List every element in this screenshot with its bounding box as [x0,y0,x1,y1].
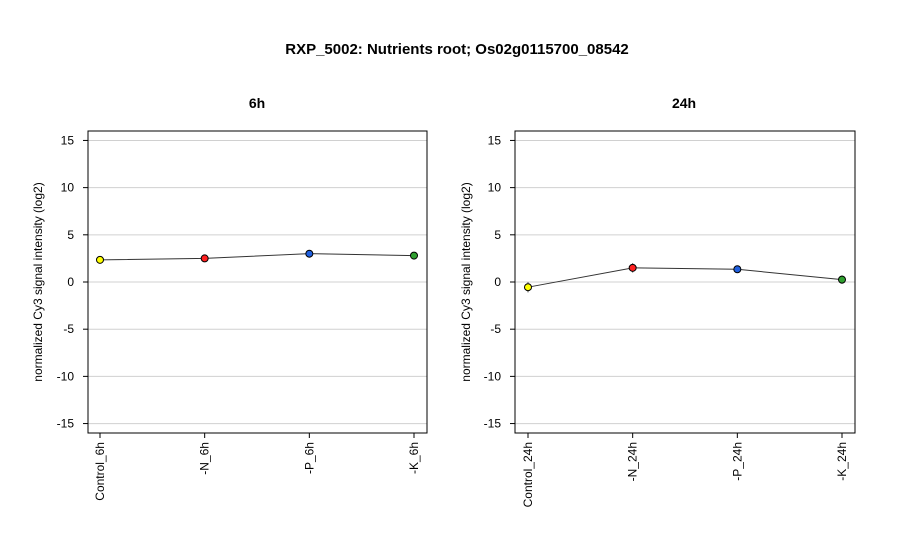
x-tick-label: -K_24h [835,442,849,481]
panel-title: 6h [249,95,265,111]
y-tick-label: 0 [67,275,74,289]
y-tick-label: -15 [484,417,502,431]
x-tick-label: Control_6h [93,442,107,501]
data-point [628,263,637,272]
y-tick-label: 10 [61,181,75,195]
y-tick-label: 10 [488,181,502,195]
series-line [527,267,843,288]
x-tick-label: -P_6h [302,442,316,474]
data-point [96,255,104,264]
x-tick-label: -P_24h [730,442,744,481]
y-tick-label: -5 [63,322,74,336]
y-axis-label: normalized Cy3 signal intensity (log2) [459,182,473,381]
series-line [99,253,415,261]
y-tick-label: 0 [494,275,501,289]
chart-panel-24h: 24h 15 10 5 0 -5 -10 -15 normalized Cy3 signal i… [459,95,856,507]
y-tick-label: -10 [57,369,75,383]
data-point [410,251,418,260]
data-point [838,275,846,284]
y-tick-label: 15 [61,133,75,147]
y-tick-label: 5 [67,228,74,242]
x-tick-label: -N_6h [198,442,212,475]
data-point [733,265,742,274]
y-tick-label: -10 [484,369,502,383]
data-point [524,283,532,292]
y-tick-label: 5 [494,228,501,242]
y-tick-label: -15 [57,417,75,431]
chart-panel-6h: 6h 15 10 5 0 -5 -10 -15 normalized Cy3 signal in… [31,95,428,501]
y-axis-label: normalized Cy3 signal intensity (log2) [31,182,45,381]
y-tick-label: 15 [488,133,502,147]
x-tick-label: Control_24h [521,442,535,507]
chart-title: RXP_5002: Nutrients root; Os02g0115700_0… [285,41,629,58]
data-point [200,254,209,263]
x-tick-label: -N_24h [626,442,640,481]
data-point [305,249,314,258]
panels: 6h 15 10 5 0 -5 -10 -15 normalized Cy3 signal in… [31,95,856,507]
panel-title: 24h [672,95,696,111]
y-tick-label: -5 [490,322,501,336]
x-tick-label: -K_6h [407,442,421,474]
